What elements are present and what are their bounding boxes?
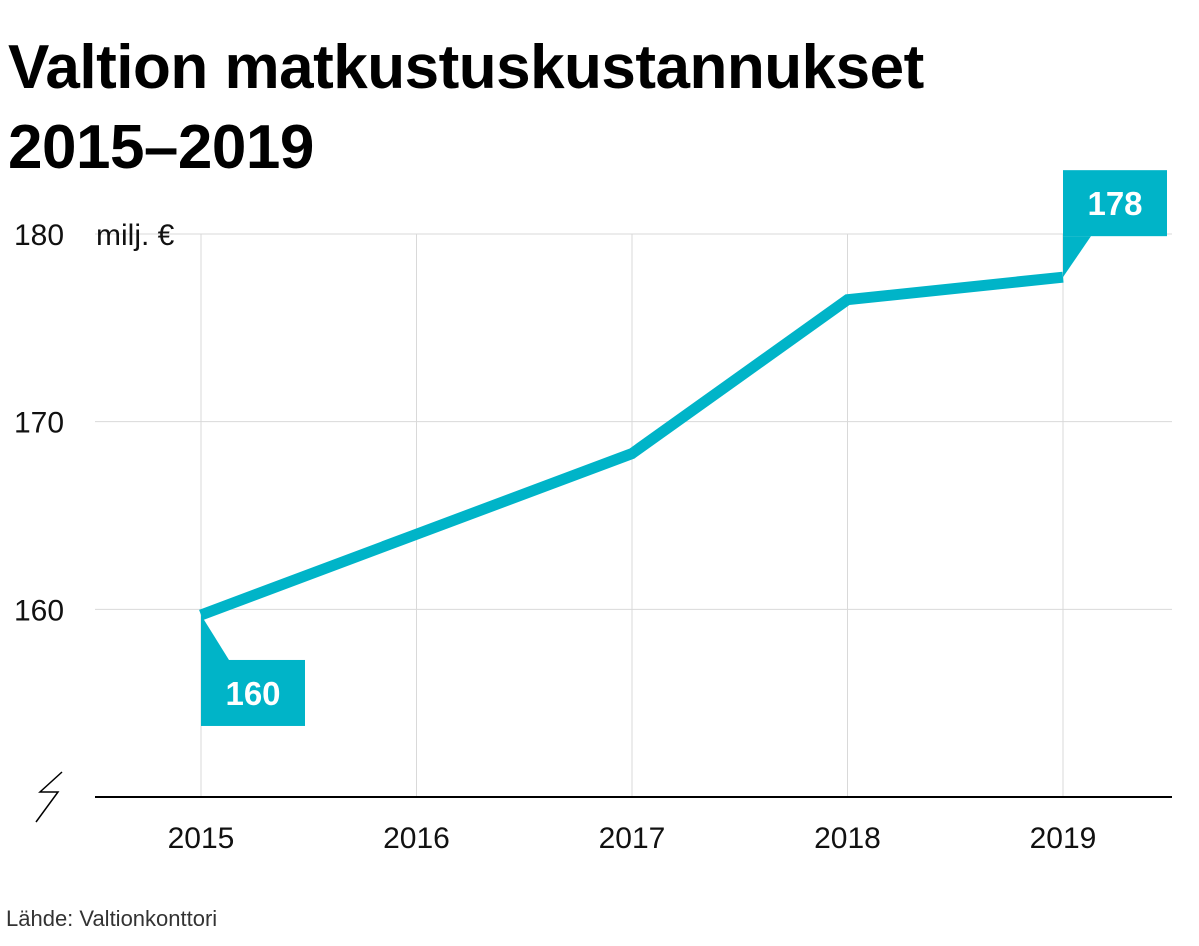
callout-box [1063, 170, 1167, 237]
callout-box [201, 659, 305, 726]
x-tick-label: 2016 [383, 822, 450, 855]
chart-title: Valtion matkustuskustannukset 2015–2019 [8, 33, 924, 182]
series-layer [199, 271, 1064, 621]
callout-pointer [201, 614, 229, 660]
callouts: 160 178 [201, 170, 1167, 726]
source-note: Lähde: Valtionkonttori [6, 906, 218, 931]
y-tick-label: 160 [14, 594, 64, 627]
data-label: 178 [1087, 185, 1142, 222]
x-tick-label: 2019 [1030, 822, 1097, 855]
y-unit-label: milj. € [96, 219, 175, 252]
x-tick-label: 2017 [599, 822, 666, 855]
axes: 160 170 180 milj. € 2015 2016 2017 2018 2019 [14, 219, 1172, 855]
callout-pointer [1063, 236, 1091, 278]
data-label: 160 [225, 675, 280, 712]
y-tick-label: 180 [14, 219, 64, 252]
x-tick-label: 2018 [814, 822, 881, 855]
y-tick-label: 170 [14, 407, 64, 440]
x-tick-label: 2015 [168, 822, 235, 855]
axis-break-icon [35, 771, 63, 823]
